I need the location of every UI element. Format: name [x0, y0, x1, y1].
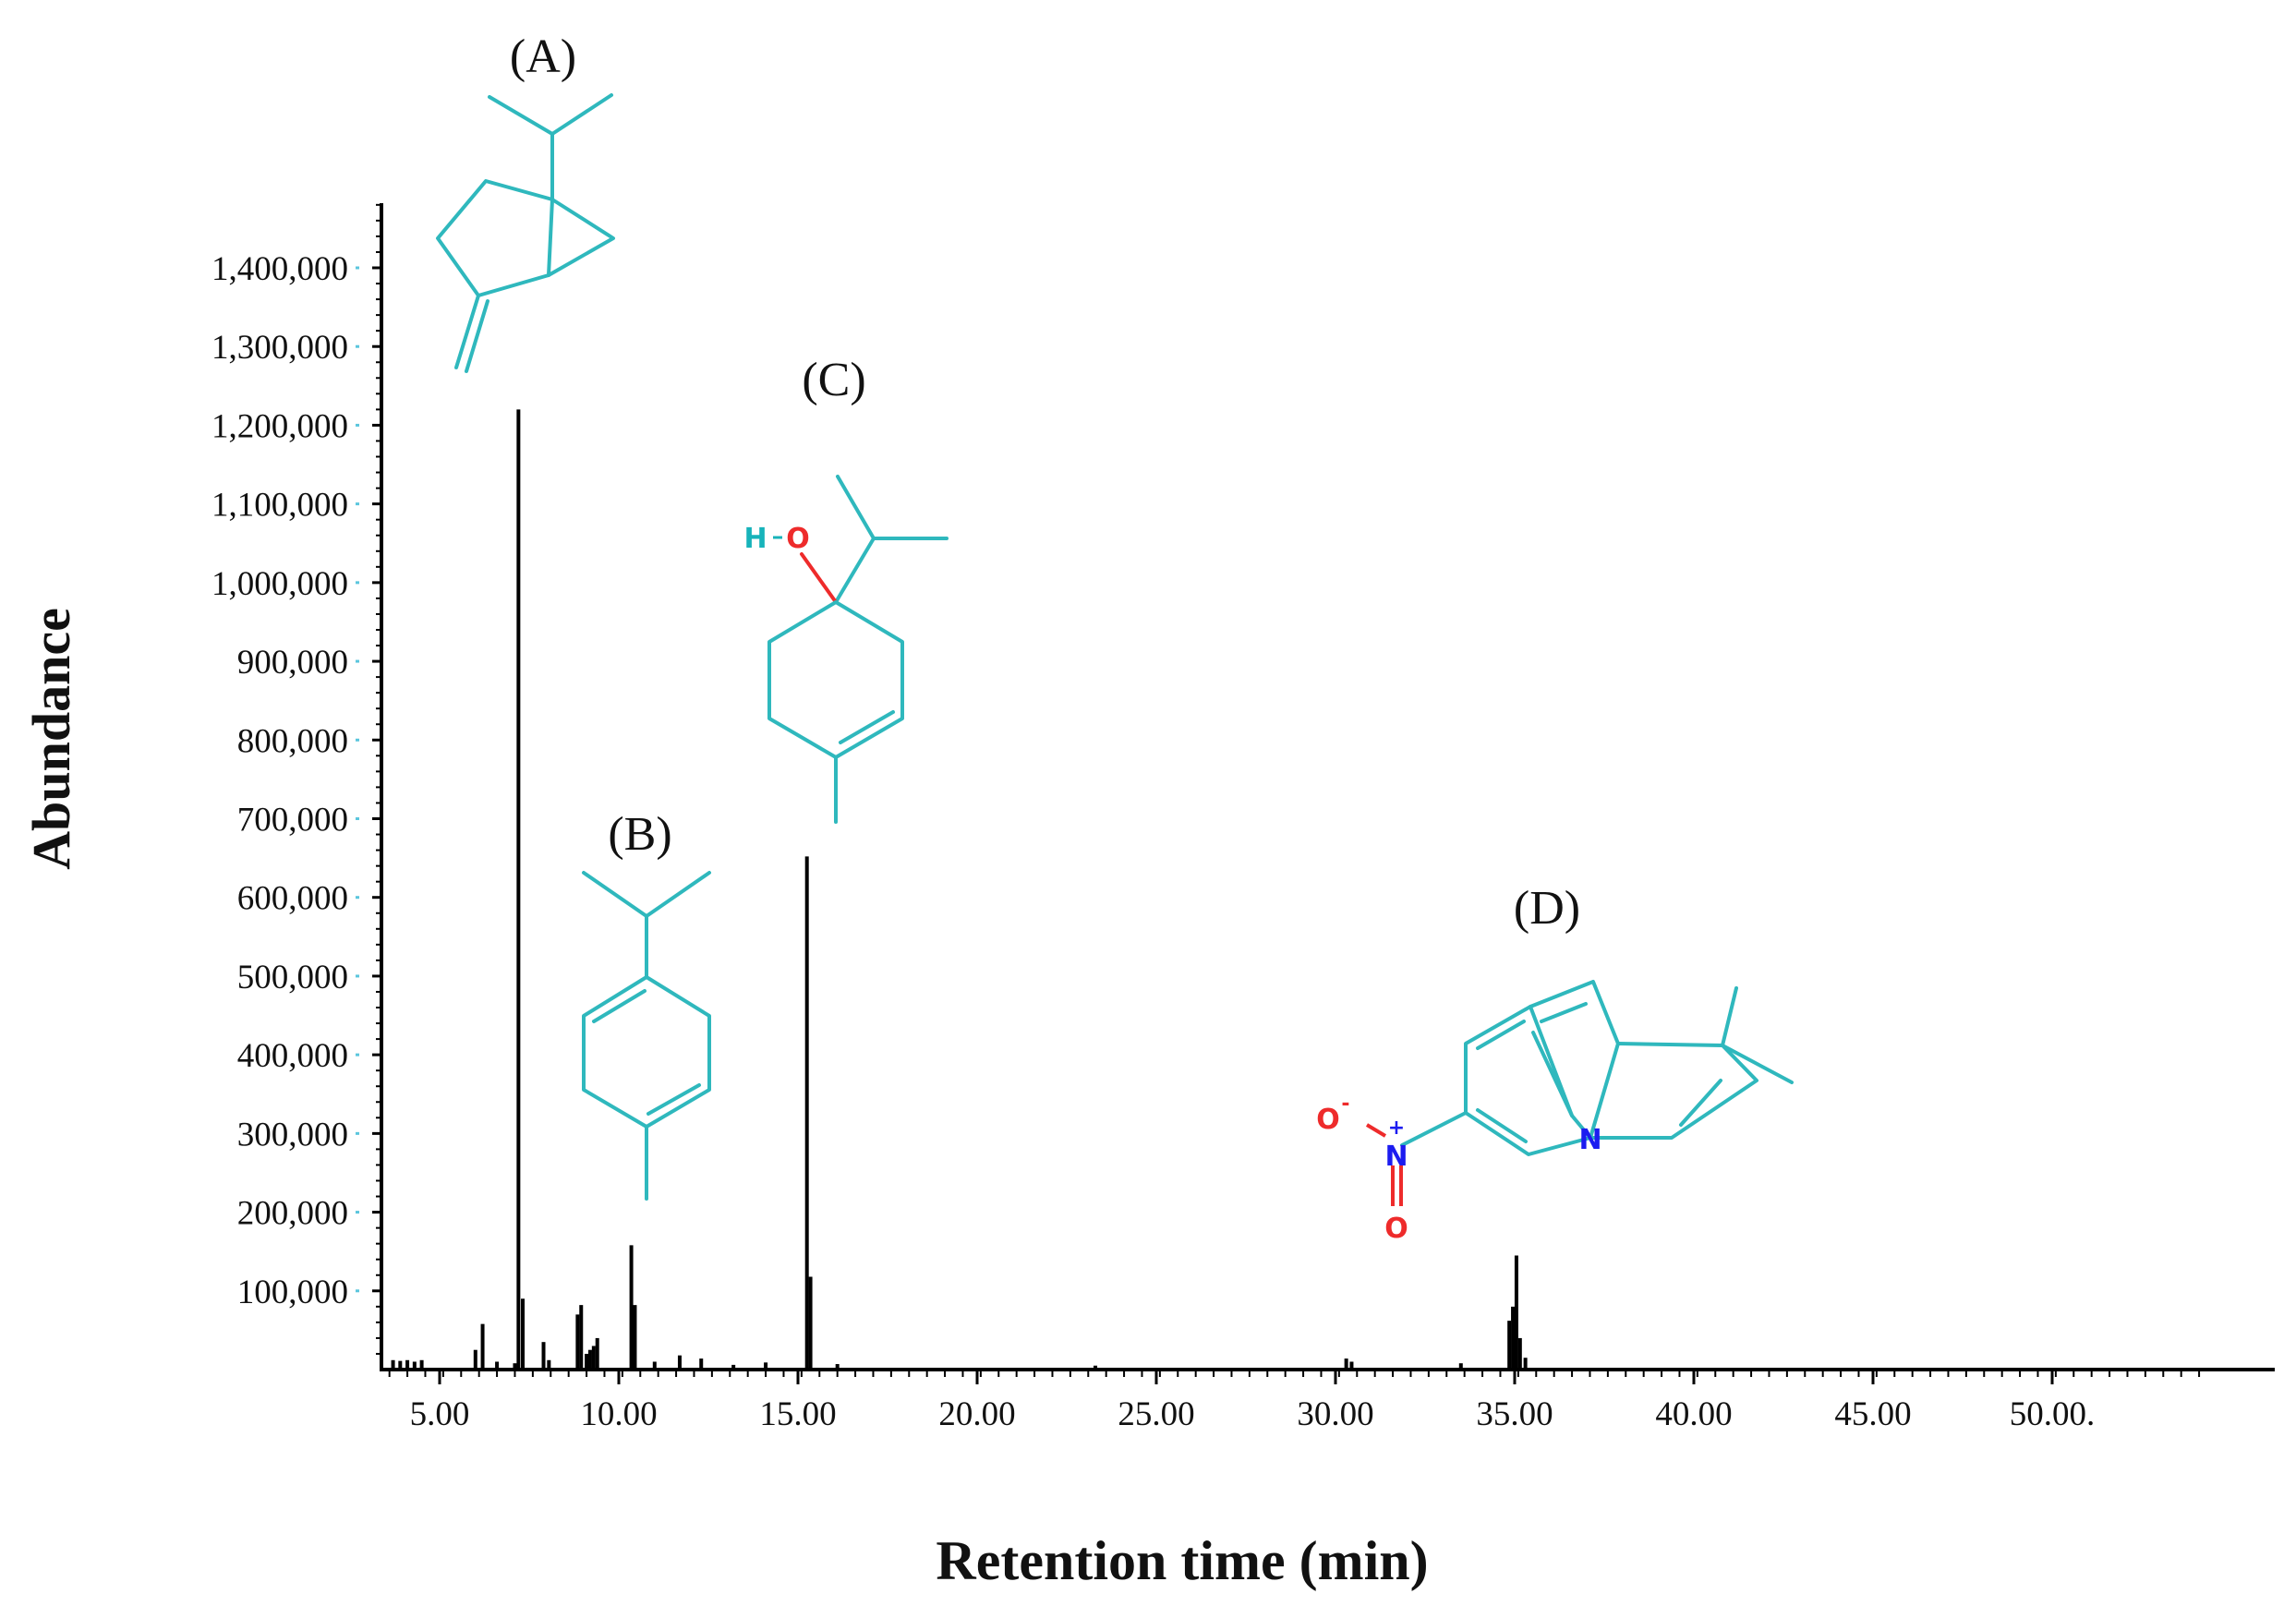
atom-hydrogen-label: H [743, 523, 767, 555]
x-tick-label: 45.00 [1834, 1395, 1911, 1433]
peak-label-b: (B) [608, 808, 671, 861]
x-tick-label: 15.00 [759, 1395, 836, 1433]
x-tick-label: 30.00 [1297, 1395, 1373, 1433]
y-tick-label: 400,000 [237, 1037, 348, 1075]
x-tick-label: 10.00 [580, 1395, 657, 1433]
structure-d-icon: O - N + O N [1316, 980, 1794, 1245]
y-tick-label: 1,100,000 [211, 487, 348, 525]
peak-label-d: (D) [1514, 882, 1580, 935]
atom-plus-charge: + [1388, 1117, 1405, 1140]
y-tick-label: 1,200,000 [211, 407, 348, 445]
peak-label-c: (C) [802, 354, 865, 406]
y-axis: 100,000 200,000 300,000 400,000 500,000 600,0… [211, 203, 381, 1355]
x-tick-label: 20.00 [938, 1395, 1015, 1433]
y-tick-label: 700,000 [237, 802, 348, 839]
y-tick-label: 1,000,000 [211, 565, 348, 603]
y-tick-label: 100,000 [237, 1274, 348, 1311]
x-tick-label: 35.00 [1476, 1395, 1553, 1433]
y-tick-label: 200,000 [237, 1195, 348, 1233]
y-axis-label: Abundance [21, 608, 81, 870]
y-tick-label: 300,000 [237, 1116, 348, 1153]
structure-a-icon [436, 93, 615, 373]
y-tick-label: 500,000 [237, 959, 348, 996]
x-tick-label: 5.00 [410, 1395, 470, 1433]
y-tick-label: 900,000 [237, 644, 348, 682]
y-tick-label: 600,000 [237, 880, 348, 918]
peak-label-a: (A) [510, 30, 576, 83]
y-tick-label: 800,000 [237, 722, 348, 760]
y-tick-label: 1,400,000 [211, 250, 348, 288]
x-tick-label: 40.00 [1655, 1395, 1732, 1433]
x-tick-label: 25.00 [1118, 1395, 1194, 1433]
atom-nitro-oxygen-label: O [1384, 1213, 1408, 1245]
x-axis: 5.00 10.00 15.00 20.00 25.00 30.00 35.00 40.00 4… [388, 1370, 2201, 1433]
atom-nitro-nitrogen-label: N [1384, 1141, 1408, 1173]
atom-nitro-oxygen-minus-label: O [1316, 1104, 1340, 1136]
atom-minus-charge: - [1341, 1093, 1349, 1116]
chromatogram-trace [391, 409, 1528, 1370]
structure-c-icon: H O [743, 475, 949, 824]
structure-b-icon [582, 871, 711, 1201]
y-tick-label: 1,300,000 [211, 329, 348, 367]
atom-ring-nitrogen-label: N [1578, 1124, 1601, 1156]
atom-oxygen-label: O [786, 523, 810, 555]
x-axis-label: Retention time (min) [936, 1530, 1428, 1591]
x-tick-label: 50.00. [2010, 1395, 2096, 1433]
